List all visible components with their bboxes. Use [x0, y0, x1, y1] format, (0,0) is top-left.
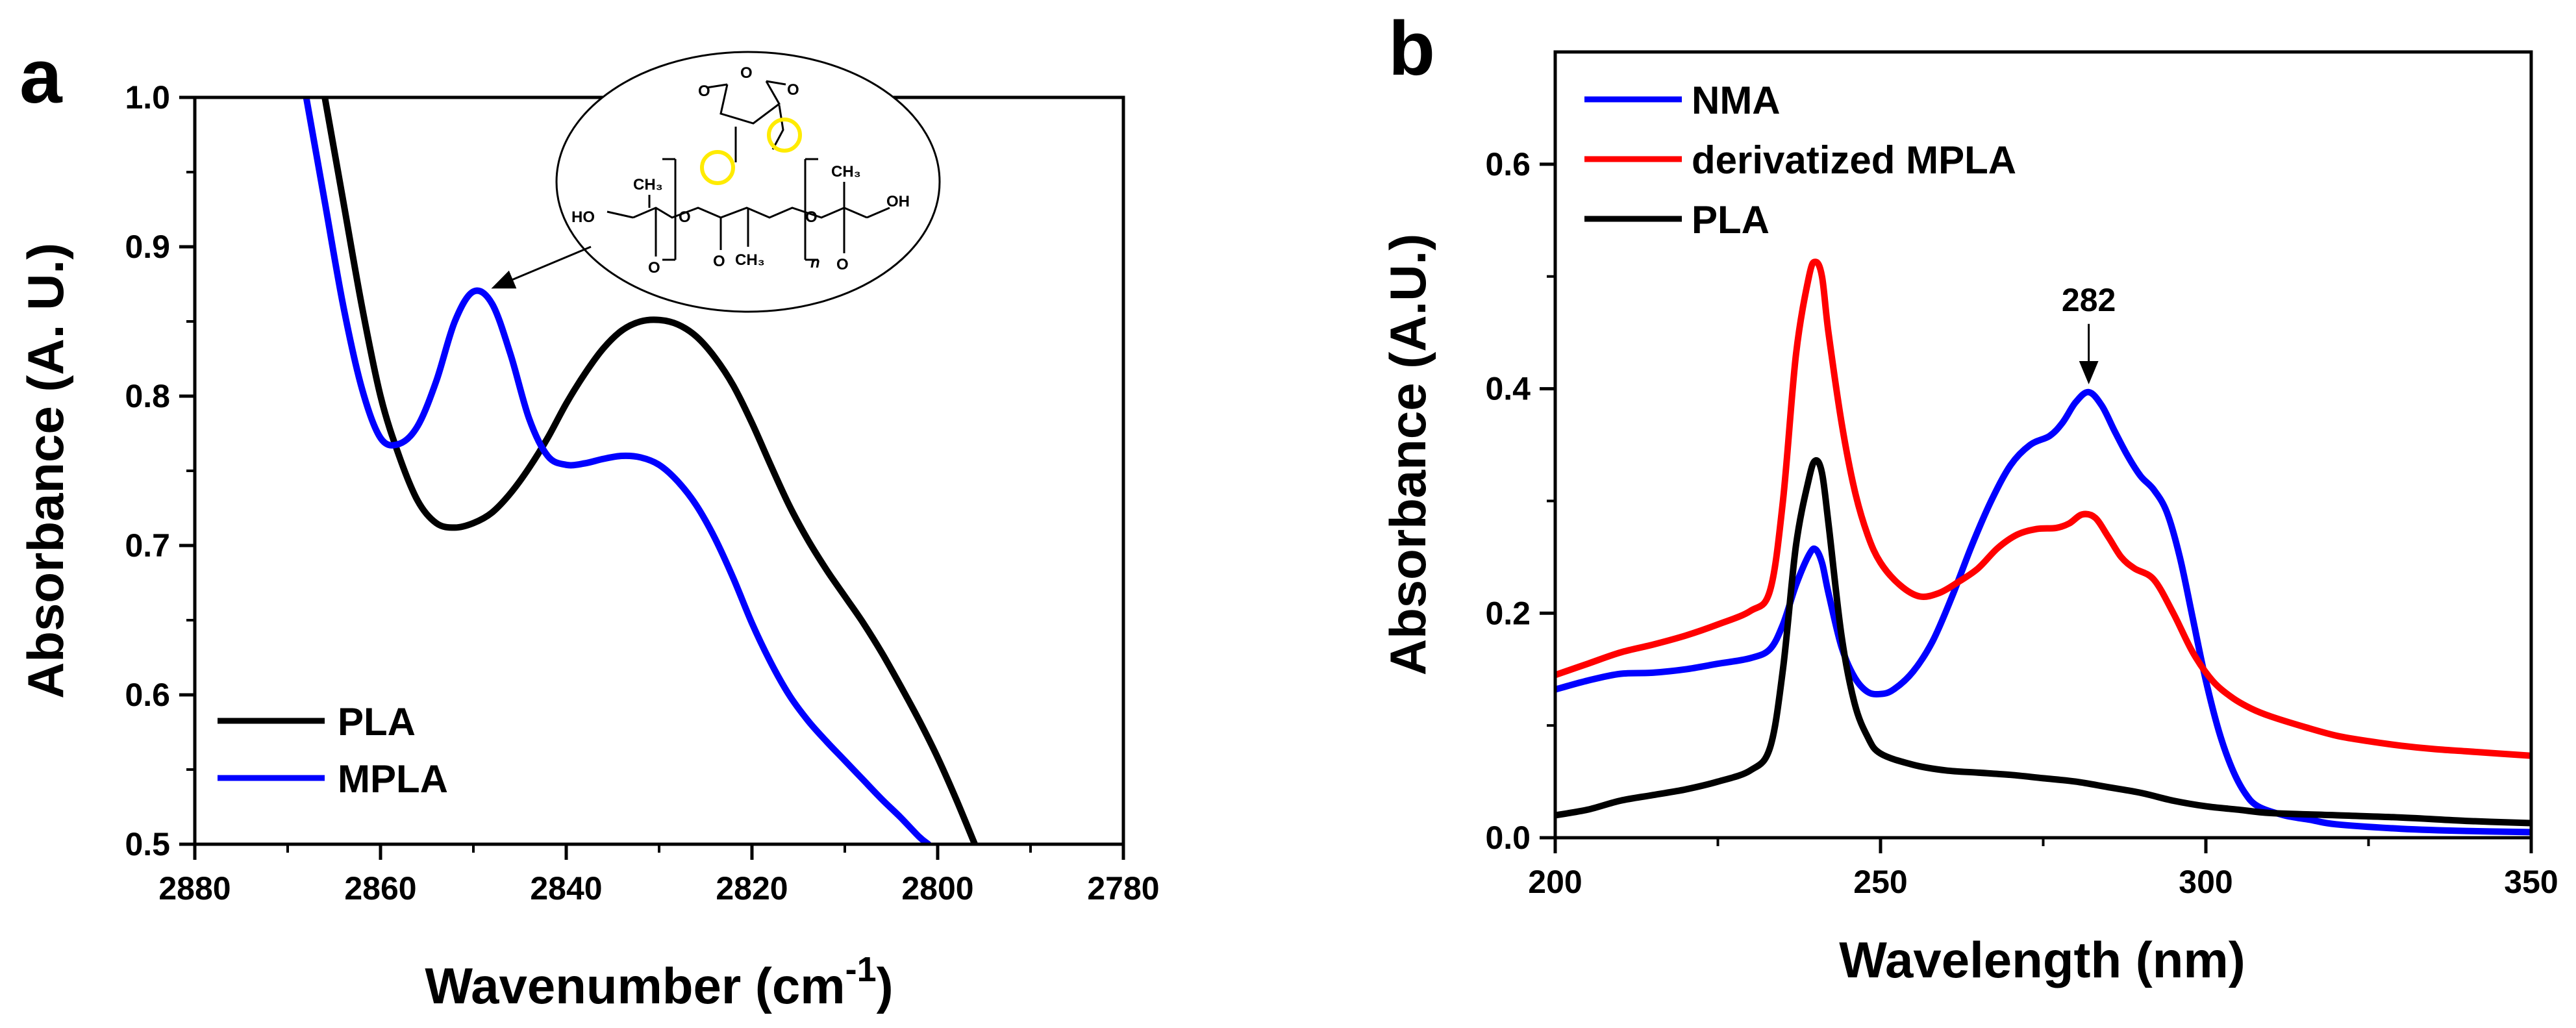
structure-label: HO — [571, 208, 595, 226]
panel-a-x-axis-title: Wavenumber (cm-1) — [425, 950, 893, 1014]
y-tick-label: 0.7 — [125, 527, 170, 564]
series-pla-line — [321, 97, 979, 844]
legend-label-mpla: MPLA — [338, 757, 448, 801]
y-tick-label: 0.4 — [1485, 371, 1531, 407]
y-tick-label: 0.9 — [125, 229, 170, 265]
x-tick-label: 2780 — [1087, 870, 1159, 907]
structure-label: O — [805, 208, 818, 226]
series-nma-line — [1555, 388, 2531, 836]
y-tick-label: 0.2 — [1485, 595, 1531, 631]
panel-b-y-axis-title: Absorbance (A.U.) — [1379, 234, 1436, 675]
marker-circle-left — [700, 150, 735, 185]
structure-bonds — [606, 80, 890, 261]
panel-b: b 200 250 300 350 0.0 0.2 0.4 0.6 Wavelength (… — [1379, 6, 2558, 988]
structure-label: O — [740, 64, 753, 82]
y-tick-label: 0.5 — [125, 826, 170, 862]
panel-a-series-layer — [303, 97, 979, 844]
structure-label: O — [698, 82, 710, 100]
y-tick-label: 1.0 — [125, 79, 170, 116]
legend-label-pla: PLA — [338, 700, 416, 744]
panel-a-y-ticks: 0.5 0.6 0.7 0.8 0.9 1.0 — [125, 79, 195, 862]
panel-b-series-layer — [1555, 258, 2531, 836]
structure-label: O — [679, 208, 691, 226]
y-tick-label: 0.6 — [1485, 146, 1531, 182]
series-pla-line — [1555, 457, 2531, 827]
legend-label-derivatized-mpla: derivatized MPLA — [1692, 138, 2016, 182]
panel-b-y-ticks: 0.0 0.2 0.4 0.6 — [1485, 146, 1555, 856]
x-tick-label: 350 — [2504, 864, 2558, 900]
x-tick-label: 2860 — [344, 870, 416, 907]
panel-b-legend: NMA derivatized MPLA PLA — [1584, 79, 2016, 242]
legend-label-nma: NMA — [1692, 79, 1781, 122]
panel-a-y-axis-title: Absorbance (A. U.) — [17, 243, 74, 699]
structure-label: n — [810, 254, 820, 271]
panel-a-plot-area: 2880 2860 2840 2820 2800 2780 0.5 0.6 0.7 0.8 0.9… — [125, 79, 1159, 907]
x-tick-label: 200 — [1528, 864, 1582, 900]
structure-label: O — [648, 259, 660, 277]
y-tick-label: 0.6 — [125, 677, 170, 713]
structure-label: CH₃ — [633, 176, 663, 194]
structure-label: O — [836, 256, 849, 273]
panel-b-plot-area: 200 250 300 350 0.0 0.2 0.4 0.6 — [1485, 50, 2558, 900]
x-tick-label: 300 — [2179, 864, 2232, 900]
panel-b-letter: b — [1388, 6, 1435, 92]
panel-a-letter: a — [19, 34, 63, 119]
structure-label: CH₃ — [735, 251, 765, 269]
marker-circle-right — [767, 118, 802, 153]
series-mpla-line — [303, 97, 932, 844]
series-derivatized-mpla-line — [1555, 258, 2531, 759]
panel-a: a 2880 2860 2840 2820 2800 2780 0.50.60.70.80… — [17, 34, 1160, 1014]
legend-label-pla: PLA — [1692, 198, 1769, 242]
structure-inset: O O O CH₃ CH₃ HO O O O O OH O CH₃ n — [555, 51, 941, 313]
structure-label: CH₃ — [831, 163, 861, 181]
y-tick-label: 0.8 — [125, 378, 170, 414]
x-tick-label: 2800 — [901, 870, 973, 907]
structure-inset-ellipse — [555, 51, 941, 313]
panel-a-x-ticks: 2880 2860 2840 2820 2800 2780 — [158, 844, 1160, 907]
y-tick-label: 0.0 — [1485, 820, 1531, 856]
structure-label: O — [787, 81, 799, 99]
x-tick-label: 2820 — [716, 870, 788, 907]
structure-label: OH — [886, 193, 910, 210]
peak-label: 282 — [2062, 282, 2116, 318]
panel-b-x-ticks: 200 250 300 350 — [1528, 838, 2558, 900]
x-tick-label: 2840 — [530, 870, 602, 907]
panel-b-peak-annotation: 282 — [2062, 282, 2116, 384]
panel-b-x-axis-title: Wavelength (nm) — [1839, 931, 2245, 988]
panel-a-annotation-arrow — [491, 245, 592, 289]
x-tick-label: 2880 — [158, 870, 231, 907]
structure-label: O — [713, 253, 725, 270]
panel-a-legend: PLA MPLA — [218, 700, 448, 801]
x-tick-label: 250 — [1853, 864, 1907, 900]
